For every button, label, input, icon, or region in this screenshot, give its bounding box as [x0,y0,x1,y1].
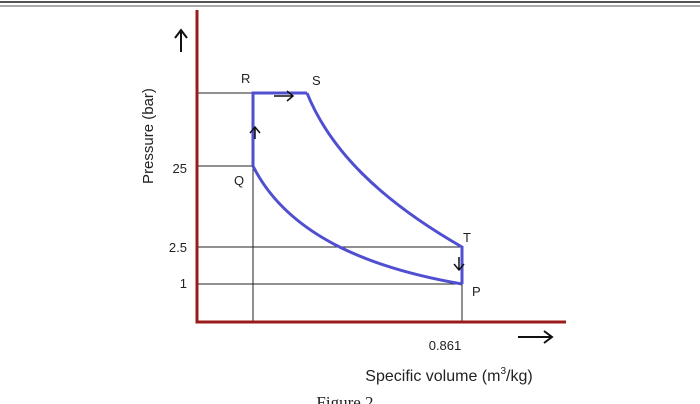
x-axis-label: Specific volume (m3/kg) [365,366,532,385]
y-tick-label: 25 [173,161,187,176]
point-label: R [241,71,250,86]
cycle [251,91,464,286]
x-axis-label-text: Specific volume (m [365,368,500,385]
point-label: T [463,230,471,245]
caption: Figure 2 [316,393,373,404]
point-label: P [472,284,481,299]
axes [195,10,566,324]
y-tick-label: 2.5 [169,240,187,255]
y-tick-label: 1 [180,276,187,291]
point-label: S [312,73,321,88]
x-axis-label-tail: /kg) [506,368,533,385]
y-axis-label: Pressure (bar) [140,88,157,184]
process-arrows [249,90,465,272]
axis-arrows [174,28,554,344]
x-axis-label-sup: 3 [500,366,506,377]
guide-lines [197,92,463,322]
x-tick-label: 0.861 [429,338,462,353]
point-label: Q [234,173,244,188]
